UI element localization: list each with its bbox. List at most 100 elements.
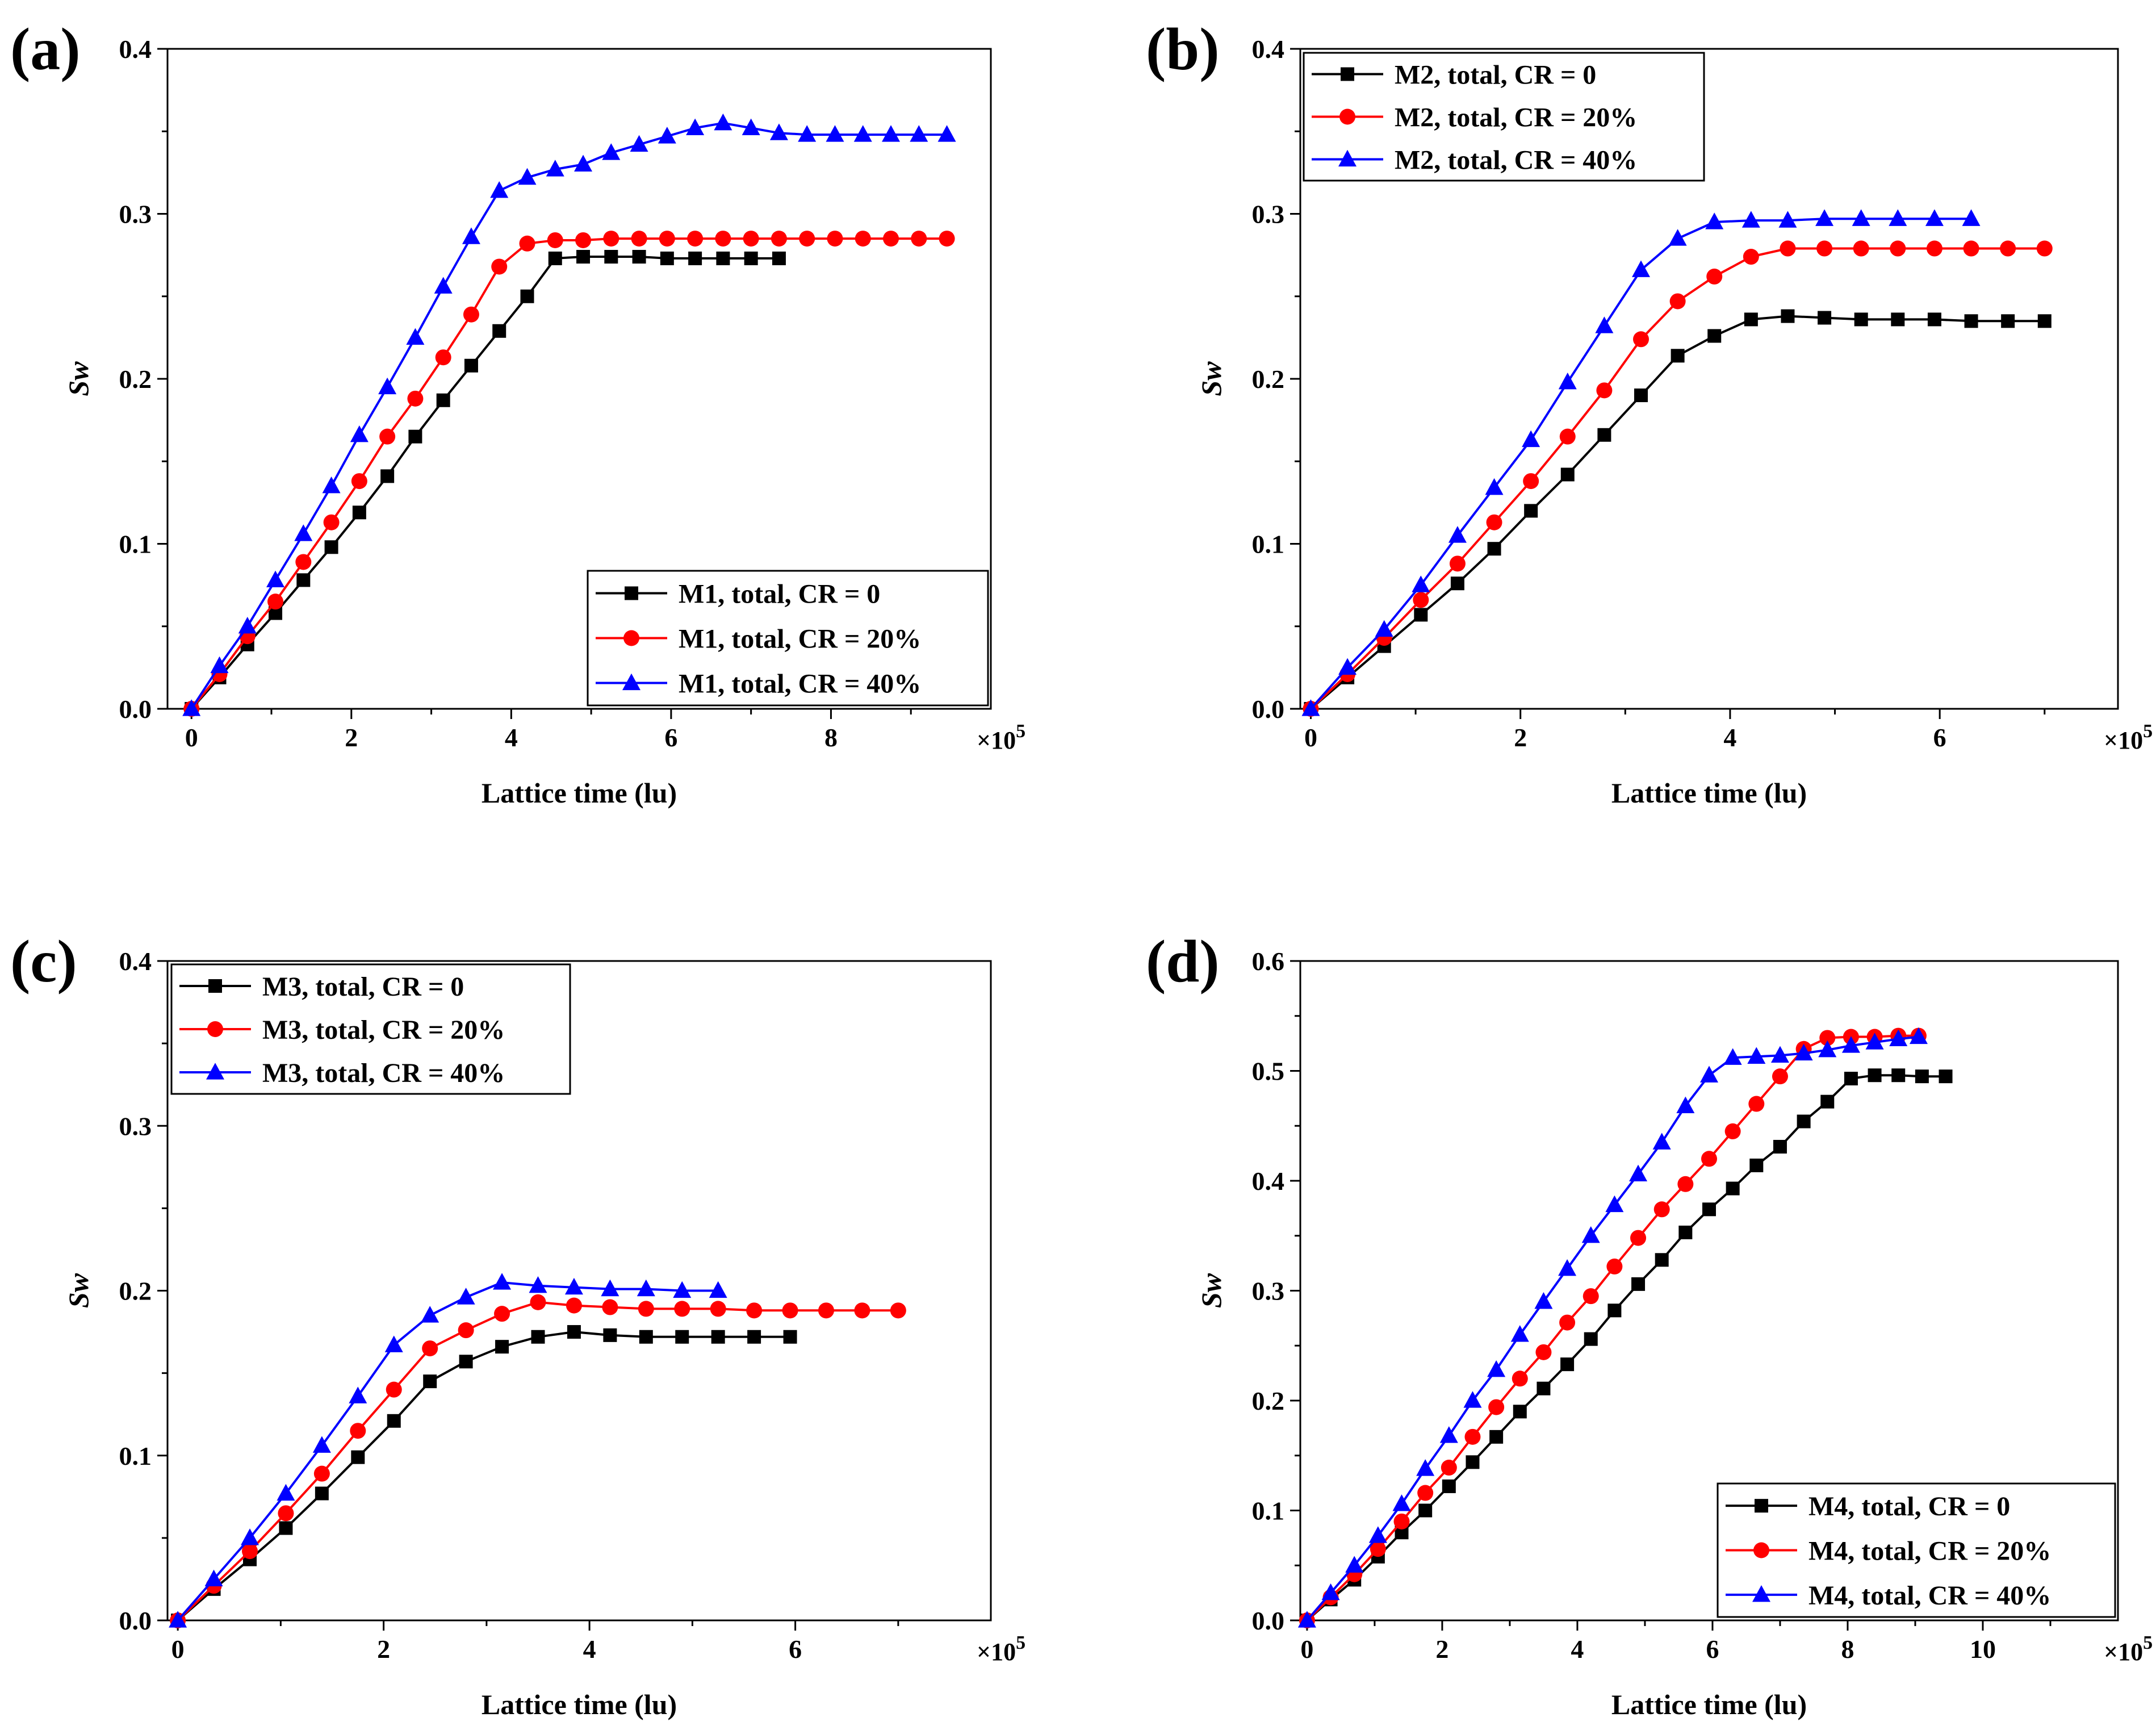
data-point (493, 1273, 512, 1290)
y-tick-label: 0.2 (1252, 1386, 1285, 1415)
data-point (1844, 1072, 1858, 1086)
data-point (1297, 1611, 1316, 1628)
data-point (352, 505, 366, 520)
data-point (266, 570, 285, 588)
data-point (1726, 1181, 1740, 1196)
data-point (1702, 1202, 1716, 1217)
legend-label: M4, total, CR = 40% (1808, 1581, 2051, 1611)
data-point (910, 125, 928, 142)
data-point (1513, 1405, 1527, 1419)
data-point (1466, 1455, 1480, 1469)
legend-marker (1752, 1585, 1770, 1602)
data-point (798, 125, 817, 142)
data-point (1723, 1048, 1742, 1065)
legend-label: M3, total, CR = 0 (262, 972, 464, 1002)
data-point (1632, 260, 1650, 277)
legend-entry: M3, total, CR = 0 (179, 972, 464, 1002)
x-tick-label: 0 (1300, 1635, 1313, 1664)
data-point (603, 231, 619, 247)
data-point (1524, 504, 1538, 518)
data-point (277, 1484, 295, 1501)
data-point (939, 231, 955, 247)
y-tick-label: 0.5 (1252, 1057, 1285, 1086)
data-point (747, 1330, 761, 1344)
data-point (1868, 1068, 1882, 1083)
data-point (1853, 240, 1869, 257)
data-point (1915, 1069, 1929, 1084)
data-point (278, 1505, 294, 1522)
data-point (1392, 1494, 1411, 1511)
legend-marker (206, 1063, 224, 1080)
data-point (1653, 1201, 1670, 1218)
data-point (1630, 1230, 1647, 1246)
data-point (458, 1322, 474, 1339)
x-tick-label: 6 (664, 723, 677, 752)
panel-letter: (c) (10, 928, 77, 994)
data-point (242, 1543, 258, 1560)
data-point (315, 1486, 329, 1501)
series-1 (1300, 1068, 1953, 1627)
y-axis-title: Sw (62, 361, 94, 396)
legend-entry: M4, total, CR = 40% (1726, 1581, 2051, 1611)
chart-panel-2: (b) 0 2 4 6 0.0 0.1 0.2 0.3 0.4 ×105 Lattice time (… (1146, 16, 2153, 809)
data-point (630, 135, 648, 152)
data-point (772, 251, 786, 265)
data-point (1634, 388, 1648, 403)
y-tick-label: 0.1 (119, 530, 152, 559)
legend-entry: M1, total, CR = 40% (596, 669, 921, 699)
data-point (267, 594, 284, 610)
data-point (1794, 1043, 1813, 1061)
data-point (1781, 309, 1795, 323)
data-point (547, 232, 563, 248)
data-point (715, 231, 731, 247)
x-multiplier-exponent: 5 (1016, 721, 1025, 742)
data-point (1669, 293, 1686, 310)
x-tick-label: 4 (505, 723, 518, 752)
data-point (490, 181, 509, 198)
data-point (1488, 1399, 1505, 1415)
series-line (190, 237, 947, 710)
data-point (491, 258, 508, 275)
data-point (1416, 1459, 1435, 1476)
data-point (384, 1335, 403, 1352)
data-point (1927, 312, 1941, 327)
data-point (1559, 428, 1576, 445)
series-1 (171, 1325, 797, 1627)
data-point (1707, 329, 1722, 343)
x-tick-label: 4 (1571, 1635, 1584, 1664)
data-point (783, 1330, 797, 1344)
data-point (386, 1381, 402, 1398)
legend: M3, total, CR = 0 M3, total, CR = 20% M3, … (170, 963, 571, 1095)
y-tick-label: 0.4 (1252, 35, 1285, 64)
x-tick-label: 0 (171, 1635, 185, 1664)
data-point (1321, 1583, 1340, 1601)
data-point (602, 143, 621, 160)
legend-label: M1, total, CR = 40% (679, 669, 921, 699)
data-point (1489, 1430, 1504, 1444)
x-tick-label: 10 (1970, 1635, 1996, 1664)
data-point (746, 1302, 763, 1319)
y-axis-title: Sw (62, 1273, 94, 1308)
data-point (1345, 1556, 1364, 1573)
data-point (529, 1276, 547, 1293)
legend-marker (1339, 108, 1355, 125)
data-point (1535, 1344, 1552, 1360)
data-point (674, 1301, 690, 1317)
data-point (818, 1302, 834, 1319)
data-point (1797, 1114, 1811, 1129)
y-tick-label: 0.1 (119, 1441, 152, 1470)
data-point (530, 1294, 546, 1310)
y-tick-label: 0.3 (119, 1111, 152, 1140)
chart-panel-1: (a) 0 2 4 6 8 0.0 0.1 0.2 0.3 0.4 ×105 Lattice time … (10, 16, 1025, 809)
y-tick-label: 0.3 (1252, 1277, 1285, 1306)
data-point (435, 349, 451, 366)
data-point (1448, 526, 1467, 543)
legend-marker (1341, 67, 1354, 81)
data-point (1412, 575, 1430, 592)
data-point (1773, 1140, 1787, 1154)
x-tick-label: 6 (1933, 723, 1946, 752)
data-point (1743, 249, 1759, 265)
data-point (1449, 555, 1466, 572)
data-point (1676, 1096, 1695, 1114)
data-point (574, 154, 593, 172)
